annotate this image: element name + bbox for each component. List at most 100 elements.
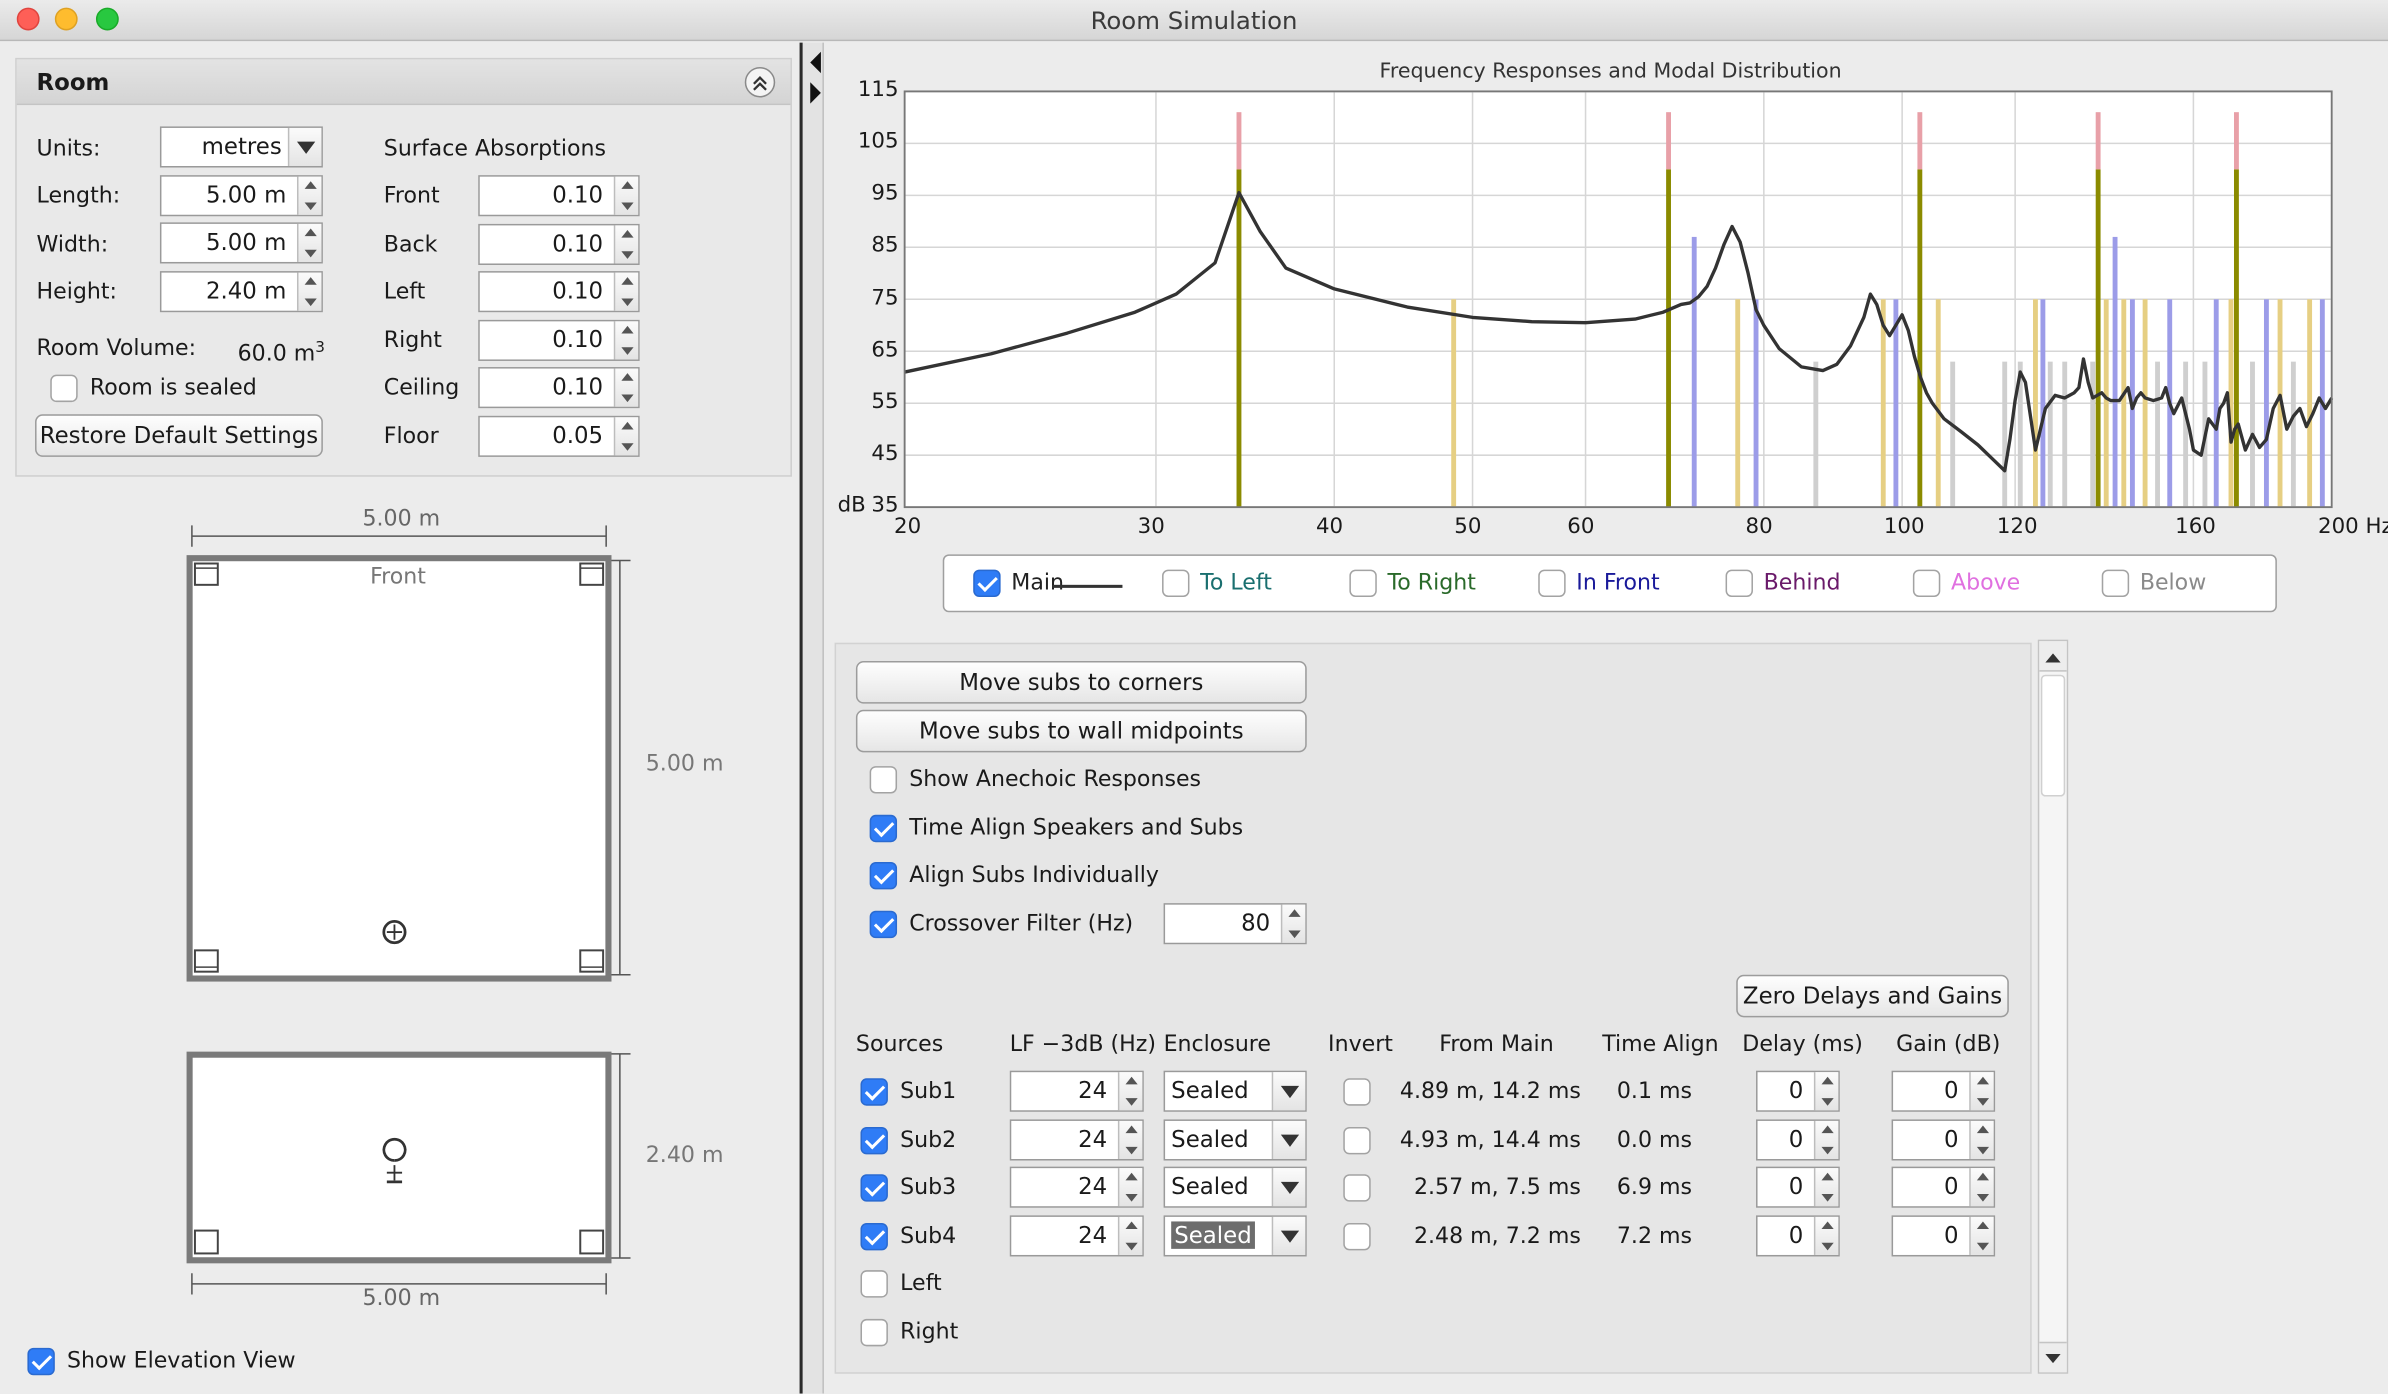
anechoic-checkbox[interactable] xyxy=(869,766,898,794)
absorption-stepper[interactable] xyxy=(613,369,639,408)
show-elevation-checkbox[interactable] xyxy=(27,1347,55,1376)
crossover-stepper[interactable] xyxy=(1280,904,1306,943)
source-checkbox-right[interactable] xyxy=(860,1318,888,1347)
delay-stepper[interactable] xyxy=(1813,1120,1839,1159)
lf-stepper[interactable] xyxy=(1117,1120,1143,1159)
enclosure-dropdown[interactable]: Sealed xyxy=(1163,1166,1307,1209)
delay-field[interactable]: 0 xyxy=(1756,1118,1840,1160)
mode-bar-axial xyxy=(2095,169,2101,508)
absorption-label: Front xyxy=(383,184,440,209)
time-align-value: 0.1 ms xyxy=(1616,1079,1693,1105)
width-stepper[interactable] xyxy=(296,223,322,262)
scroll-up-button[interactable] xyxy=(2039,641,2067,672)
close-window-button[interactable] xyxy=(16,7,40,31)
crossover-checkbox[interactable] xyxy=(869,910,898,939)
delay-stepper[interactable] xyxy=(1813,1072,1839,1111)
invert-checkbox[interactable] xyxy=(1343,1222,1371,1251)
lf-stepper[interactable] xyxy=(1117,1072,1143,1111)
enclosure-dropdown[interactable]: Sealed xyxy=(1163,1215,1307,1257)
delay-stepper[interactable] xyxy=(1813,1216,1839,1255)
absorption-stepper[interactable] xyxy=(613,224,639,263)
legend-checkbox-in-front[interactable] xyxy=(1538,569,1566,598)
legend-checkbox-above[interactable] xyxy=(1912,569,1941,598)
time-align-checkbox[interactable] xyxy=(869,814,898,843)
source-checkbox-sub2[interactable] xyxy=(860,1126,888,1154)
room-sealed-checkbox[interactable] xyxy=(50,374,78,403)
restore-defaults-button[interactable]: Restore Default Settings xyxy=(35,414,323,457)
enclosure-dropdown[interactable]: Sealed xyxy=(1163,1118,1307,1160)
collapse-panel-button[interactable] xyxy=(744,67,776,98)
gain-stepper[interactable] xyxy=(1969,1168,1994,1207)
move-subs-corners-button[interactable]: Move subs to corners xyxy=(855,660,1307,704)
source-checkbox-left[interactable] xyxy=(860,1270,888,1299)
gain-field[interactable]: 0 xyxy=(1891,1166,1996,1209)
mode-bar-other xyxy=(2290,361,2296,508)
chevron-down-icon xyxy=(1271,1120,1306,1159)
source-checkbox-sub4[interactable] xyxy=(860,1222,888,1251)
absorption-field-right[interactable]: 0.10 xyxy=(478,319,640,361)
zero-delays-gains-button[interactable]: Zero Delays and Gains xyxy=(1736,974,2009,1018)
source-checkbox-sub3[interactable] xyxy=(860,1174,888,1202)
absorption-label: Right xyxy=(383,328,442,354)
absorption-stepper[interactable] xyxy=(613,417,639,456)
lf-stepper[interactable] xyxy=(1117,1168,1143,1207)
gain-field[interactable]: 0 xyxy=(1891,1070,1996,1112)
absorption-stepper[interactable] xyxy=(613,321,639,360)
lf-value: 24 xyxy=(1078,1172,1108,1201)
mode-bar-oblique xyxy=(2040,299,2046,508)
invert-checkbox[interactable] xyxy=(1343,1126,1371,1154)
source-checkbox-sub1[interactable] xyxy=(860,1078,888,1106)
gain-field[interactable]: 0 xyxy=(1891,1118,1996,1160)
lf-stepper[interactable] xyxy=(1117,1216,1143,1255)
delay-stepper[interactable] xyxy=(1813,1168,1839,1207)
crossover-field[interactable]: 80 xyxy=(1163,903,1307,945)
delay-field[interactable]: 0 xyxy=(1756,1070,1840,1112)
absorption-label: Back xyxy=(383,232,438,257)
absorption-field-left[interactable]: 0.10 xyxy=(478,271,640,313)
lf-field[interactable]: 24 xyxy=(1009,1215,1144,1257)
height-stepper[interactable] xyxy=(296,272,322,311)
invert-checkbox[interactable] xyxy=(1343,1078,1371,1106)
enclosure-dropdown[interactable]: Sealed xyxy=(1163,1070,1307,1112)
lf-field[interactable]: 24 xyxy=(1009,1166,1144,1209)
legend-checkbox-main[interactable] xyxy=(973,569,1001,598)
lf-field[interactable]: 24 xyxy=(1009,1070,1144,1112)
legend-checkbox-below[interactable] xyxy=(2101,569,2130,598)
delay-field[interactable]: 0 xyxy=(1756,1166,1840,1209)
legend-checkbox-to-left[interactable] xyxy=(1162,569,1190,598)
chart-title: Frequency Responses and Modal Distributi… xyxy=(1379,59,1842,84)
y-tick-label: 55 xyxy=(871,389,899,414)
gain-stepper[interactable] xyxy=(1969,1120,1994,1159)
absorption-stepper[interactable] xyxy=(613,176,639,215)
invert-checkbox[interactable] xyxy=(1343,1174,1371,1202)
width-field[interactable]: 5.00 m xyxy=(159,222,323,264)
legend-checkbox-behind[interactable] xyxy=(1725,569,1753,598)
absorption-field-front[interactable]: 0.10 xyxy=(478,175,640,217)
zoom-window-button[interactable] xyxy=(95,7,119,31)
align-subs-checkbox[interactable] xyxy=(869,862,898,890)
absorption-field-back[interactable]: 0.10 xyxy=(478,223,640,265)
units-dropdown[interactable]: metres xyxy=(159,126,323,168)
x-tick-label: 30 xyxy=(1137,514,1165,540)
controls-scrollbar[interactable] xyxy=(2037,639,2069,1374)
move-subs-midpoints-button[interactable]: Move subs to wall midpoints xyxy=(855,709,1307,753)
height-field[interactable]: 2.40 m xyxy=(159,271,323,313)
length-stepper[interactable] xyxy=(296,176,322,215)
mode-bar-other xyxy=(2183,361,2189,508)
split-pane-divider[interactable] xyxy=(799,42,824,1394)
absorption-stepper[interactable] xyxy=(613,272,639,311)
absorption-field-ceiling[interactable]: 0.10 xyxy=(478,367,640,409)
gain-stepper[interactable] xyxy=(1969,1216,1994,1255)
scroll-thumb[interactable] xyxy=(2040,674,2066,797)
scroll-down-button[interactable] xyxy=(2039,1341,2067,1373)
minimize-window-button[interactable] xyxy=(54,7,78,31)
length-field[interactable]: 5.00 m xyxy=(159,175,323,217)
gain-stepper[interactable] xyxy=(1969,1072,1994,1111)
lf-field[interactable]: 24 xyxy=(1009,1118,1144,1160)
col-from-main: From Main xyxy=(1439,1032,1554,1057)
legend-checkbox-to-right[interactable] xyxy=(1349,569,1377,598)
col-lf: LF −3dB (Hz) xyxy=(1009,1032,1156,1057)
absorption-field-floor[interactable]: 0.05 xyxy=(478,415,640,457)
gain-field[interactable]: 0 xyxy=(1891,1215,1996,1257)
delay-field[interactable]: 0 xyxy=(1756,1215,1840,1257)
